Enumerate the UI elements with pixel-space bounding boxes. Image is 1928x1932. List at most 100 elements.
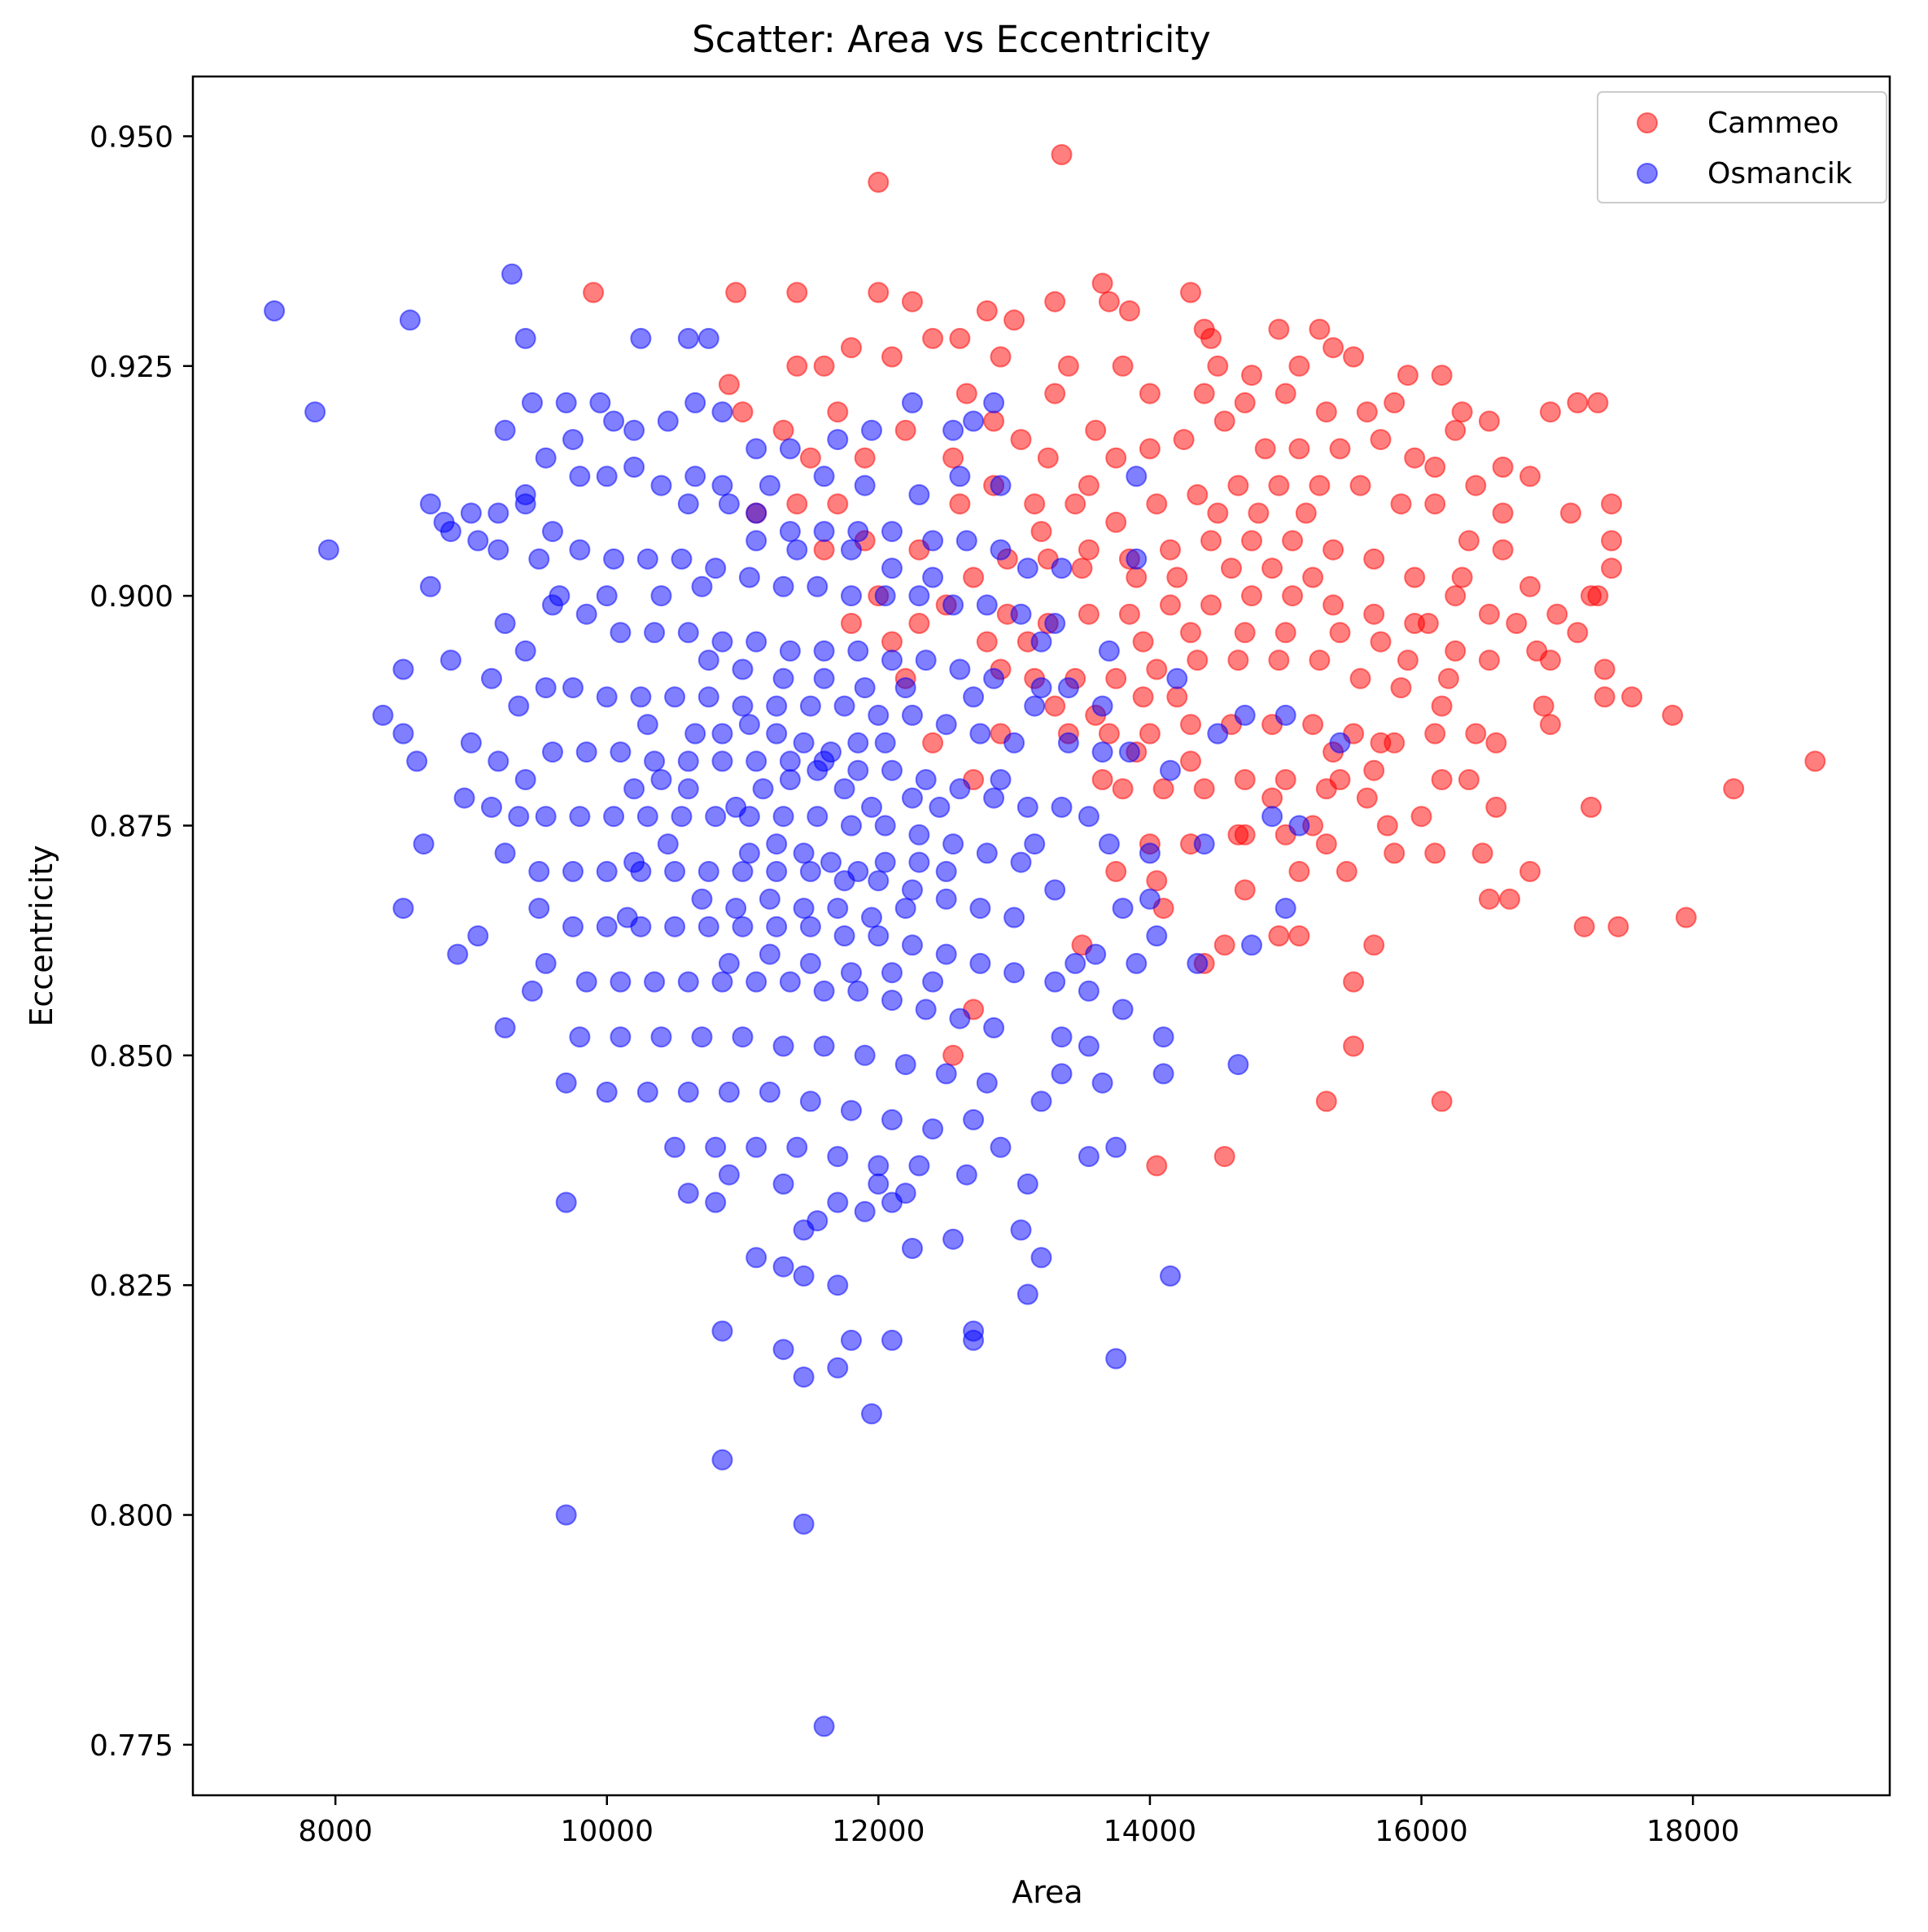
point-osmancik xyxy=(908,483,930,505)
point-osmancik xyxy=(813,466,835,487)
point-osmancik xyxy=(1146,925,1168,946)
point-cammeo xyxy=(772,419,794,441)
point-osmancik xyxy=(732,860,754,882)
point-osmancik xyxy=(705,806,727,828)
point-osmancik xyxy=(827,1191,849,1213)
point-cammeo xyxy=(1580,796,1602,818)
point-cammeo xyxy=(922,327,944,349)
point-osmancik xyxy=(854,677,876,699)
point-cammeo xyxy=(1173,429,1195,451)
point-cammeo xyxy=(1078,539,1100,561)
point-osmancik xyxy=(955,1164,977,1186)
point-cammeo xyxy=(1601,493,1623,515)
point-osmancik xyxy=(494,842,516,864)
point-osmancik xyxy=(732,1026,754,1048)
point-osmancik xyxy=(664,860,686,882)
point-cammeo xyxy=(942,1044,964,1066)
point-osmancik xyxy=(922,530,944,552)
point-osmancik xyxy=(820,851,842,873)
point-cammeo xyxy=(1234,622,1256,644)
point-osmancik xyxy=(372,704,394,726)
y-tick-label: 0.775 xyxy=(90,1729,173,1763)
point-cammeo xyxy=(1560,502,1581,524)
point-osmancik xyxy=(413,833,435,855)
point-osmancik xyxy=(392,898,414,920)
point-osmancik xyxy=(738,566,760,588)
y-tick-label: 0.800 xyxy=(90,1500,173,1533)
point-osmancik xyxy=(528,548,550,570)
point-cammeo xyxy=(1376,815,1398,837)
point-osmancik xyxy=(902,391,923,413)
point-osmancik xyxy=(623,851,645,873)
point-cammeo xyxy=(1404,447,1426,469)
point-cammeo xyxy=(725,282,747,304)
point-osmancik xyxy=(847,521,869,543)
point-osmancik xyxy=(1118,741,1140,763)
point-cammeo xyxy=(1404,566,1426,588)
point-cammeo xyxy=(1132,686,1154,708)
point-cammeo xyxy=(827,401,849,423)
point-osmancik xyxy=(1078,980,1100,1002)
point-osmancik xyxy=(1057,677,1079,699)
point-osmancik xyxy=(983,1016,1005,1038)
point-osmancik xyxy=(847,980,869,1002)
point-osmancik xyxy=(793,1366,815,1388)
point-osmancik xyxy=(718,1164,740,1186)
point-osmancik xyxy=(942,419,964,441)
point-osmancik xyxy=(935,943,957,965)
point-cammeo xyxy=(1417,613,1439,634)
point-osmancik xyxy=(949,778,971,800)
point-osmancik xyxy=(915,769,937,790)
point-cammeo xyxy=(1180,750,1201,772)
point-osmancik xyxy=(494,1016,516,1038)
point-osmancik xyxy=(902,879,923,901)
point-osmancik xyxy=(861,796,882,818)
point-osmancik xyxy=(697,686,719,708)
point-osmancik xyxy=(1010,603,1032,625)
point-osmancik xyxy=(535,952,557,974)
point-osmancik xyxy=(786,1136,808,1158)
point-cammeo xyxy=(1126,566,1148,588)
point-osmancik xyxy=(636,714,658,736)
point-osmancik xyxy=(969,898,991,920)
point-osmancik xyxy=(562,860,584,882)
point-cammeo xyxy=(1431,365,1453,387)
point-cammeo xyxy=(786,493,808,515)
point-osmancik xyxy=(745,530,767,552)
point-cammeo xyxy=(1146,870,1168,892)
point-cammeo xyxy=(983,410,1005,432)
point-cammeo xyxy=(1024,493,1046,515)
point-osmancik xyxy=(841,815,862,837)
point-osmancik xyxy=(983,787,1005,809)
point-osmancik xyxy=(562,429,584,451)
y-axis-label: Eccentricity xyxy=(24,845,59,1026)
point-cammeo xyxy=(1309,318,1331,340)
point-osmancik xyxy=(1105,1348,1127,1370)
point-cammeo xyxy=(1322,337,1344,359)
point-osmancik xyxy=(725,796,747,818)
point-osmancik xyxy=(555,1191,577,1213)
point-cammeo xyxy=(827,493,849,515)
point-cammeo xyxy=(1241,585,1262,607)
point-osmancik xyxy=(827,1274,849,1296)
point-osmancik xyxy=(1024,695,1046,717)
point-cammeo xyxy=(1384,842,1406,864)
point-osmancik xyxy=(1030,1247,1052,1269)
point-osmancik xyxy=(575,603,597,625)
point-cammeo xyxy=(1315,778,1337,800)
point-osmancik xyxy=(813,1716,835,1737)
point-osmancik xyxy=(596,585,618,607)
point-osmancik xyxy=(569,466,591,487)
point-osmancik xyxy=(1112,999,1134,1021)
point-osmancik xyxy=(745,1247,767,1269)
point-cammeo xyxy=(990,346,1012,368)
point-cammeo xyxy=(1601,530,1623,552)
point-osmancik xyxy=(644,622,666,644)
x-axis-label: Area xyxy=(1012,1874,1082,1910)
point-osmancik xyxy=(671,806,693,828)
point-osmancik xyxy=(976,594,998,616)
point-osmancik xyxy=(1065,952,1086,974)
point-osmancik xyxy=(908,851,930,873)
point-cammeo xyxy=(732,401,754,423)
